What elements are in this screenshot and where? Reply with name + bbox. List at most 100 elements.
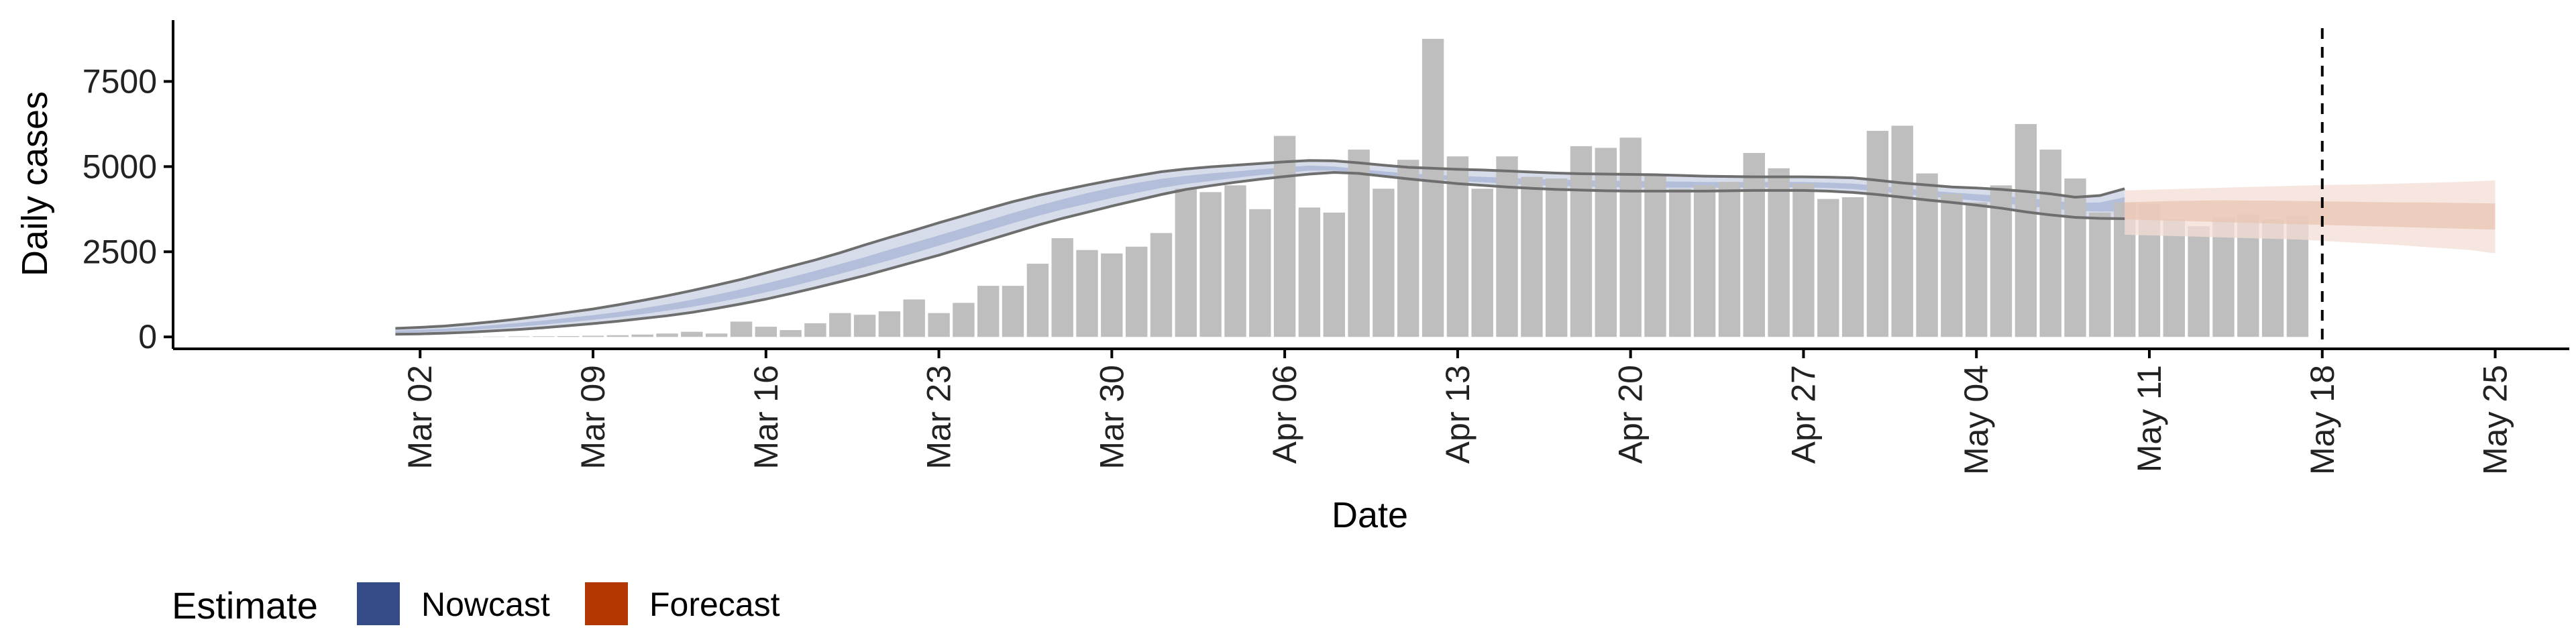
x-tick-label: Mar 09: [574, 365, 612, 470]
bar: [2015, 123, 2037, 337]
nowcast-outer-band: [395, 160, 2125, 335]
bar: [1644, 175, 1666, 337]
bar: [853, 315, 876, 337]
bar: [681, 331, 703, 337]
bar: [804, 323, 826, 337]
x-tick-label: May 18: [2304, 365, 2341, 475]
legend-label-forecast: Forecast: [649, 586, 780, 623]
x-tick-label: Mar 30: [1093, 365, 1130, 470]
bar: [1841, 197, 1864, 337]
bar: [1421, 38, 1444, 337]
bar: [1891, 125, 1913, 337]
bar: [953, 303, 975, 337]
bar: [928, 313, 950, 337]
x-axis: Mar 02 Mar 09 Mar 16 Mar 23 Mar 30 Apr 06 Apr …: [173, 347, 2569, 475]
x-tick-label: Apr 06: [1266, 365, 1303, 464]
bar: [1792, 183, 1815, 337]
bar: [1249, 209, 1271, 337]
legend-swatch-forecast: [585, 582, 628, 625]
y-tick-label: 2500: [83, 233, 157, 270]
legend-swatch-nowcast: [357, 582, 400, 625]
bar: [1298, 207, 1321, 337]
bar: [582, 335, 604, 337]
bar: [903, 299, 925, 337]
bar: [1397, 160, 1419, 337]
bar: [606, 335, 629, 337]
forecast-band: [2125, 180, 2496, 254]
bar: [780, 330, 802, 337]
bar: [1446, 156, 1469, 337]
legend-label-nowcast: Nowcast: [421, 586, 550, 623]
bar: [1496, 156, 1518, 337]
x-tick-label: Apr 27: [1784, 365, 1822, 464]
bar: [1743, 153, 1765, 337]
bar: [533, 336, 555, 337]
bar: [1051, 238, 1073, 337]
bar: [1941, 194, 1963, 337]
bar: [1471, 189, 1493, 337]
bar: [2089, 212, 2111, 337]
nowcast-bound-lines: [395, 159, 2125, 336]
bar: [1693, 185, 1716, 337]
bar: [1373, 189, 1395, 337]
x-tick-label: May 04: [1957, 365, 1995, 475]
x-tick-label: May 11: [2131, 365, 2168, 472]
bar: [1002, 286, 1024, 337]
x-tick-label: May 25: [2477, 365, 2514, 475]
nowcast-band: [395, 160, 2125, 335]
bar: [1026, 264, 1049, 337]
bar: [829, 313, 851, 337]
legend: Estimate Nowcast Forecast: [172, 582, 780, 627]
x-ticks: Mar 02 Mar 09 Mar 16 Mar 23 Mar 30 Apr 06 Apr …: [401, 349, 2514, 475]
bar: [1619, 138, 1642, 337]
bar: [1175, 189, 1197, 337]
bar: [1150, 233, 1173, 337]
bar: [1669, 189, 1691, 337]
bar: [557, 336, 580, 337]
forecast-inner-band: [2125, 200, 2496, 230]
x-tick-label: Mar 23: [920, 365, 958, 470]
bar: [2064, 178, 2086, 337]
y-tick-label: 5000: [83, 148, 157, 185]
bar: [755, 327, 777, 337]
y-tick-label: 7500: [83, 62, 157, 100]
plot-area: [395, 28, 2496, 349]
bar: [1546, 178, 1568, 337]
x-tick-label: Apr 13: [1439, 365, 1477, 464]
bar: [705, 333, 728, 337]
x-tick-label: Mar 16: [747, 365, 785, 470]
bar: [1718, 182, 1741, 337]
bar: [2163, 219, 2185, 337]
bar: [1570, 146, 1593, 337]
x-tick-label: Mar 02: [401, 365, 439, 470]
bar: [1273, 136, 1296, 337]
bar: [1101, 253, 1123, 337]
y-axis: 0 2500 5000 7500: [83, 20, 174, 356]
bar: [2039, 150, 2061, 337]
bars: [458, 38, 2309, 337]
bar: [1521, 176, 1543, 337]
x-tick-label: Apr 20: [1612, 365, 1650, 464]
bar: [1348, 150, 1370, 337]
bar: [2188, 226, 2210, 337]
x-axis-title: Date: [1332, 495, 1408, 535]
bar: [1199, 192, 1222, 337]
bar: [1224, 185, 1246, 337]
y-axis-title: Daily cases: [15, 91, 55, 276]
bar: [977, 286, 1000, 337]
bar: [1076, 250, 1098, 337]
bar: [730, 321, 753, 337]
nowcast-upper-line: [395, 159, 2125, 330]
bar: [1126, 246, 1148, 337]
bar: [878, 311, 901, 337]
bar: [1768, 168, 1790, 337]
legend-title: Estimate: [172, 584, 318, 627]
bar: [656, 333, 678, 337]
bar: [1323, 212, 1345, 337]
y-tick-label: 0: [138, 318, 157, 356]
bar: [1817, 199, 1839, 337]
bar: [1866, 131, 1889, 337]
bar: [1595, 148, 1617, 337]
bar: [1966, 202, 1988, 337]
